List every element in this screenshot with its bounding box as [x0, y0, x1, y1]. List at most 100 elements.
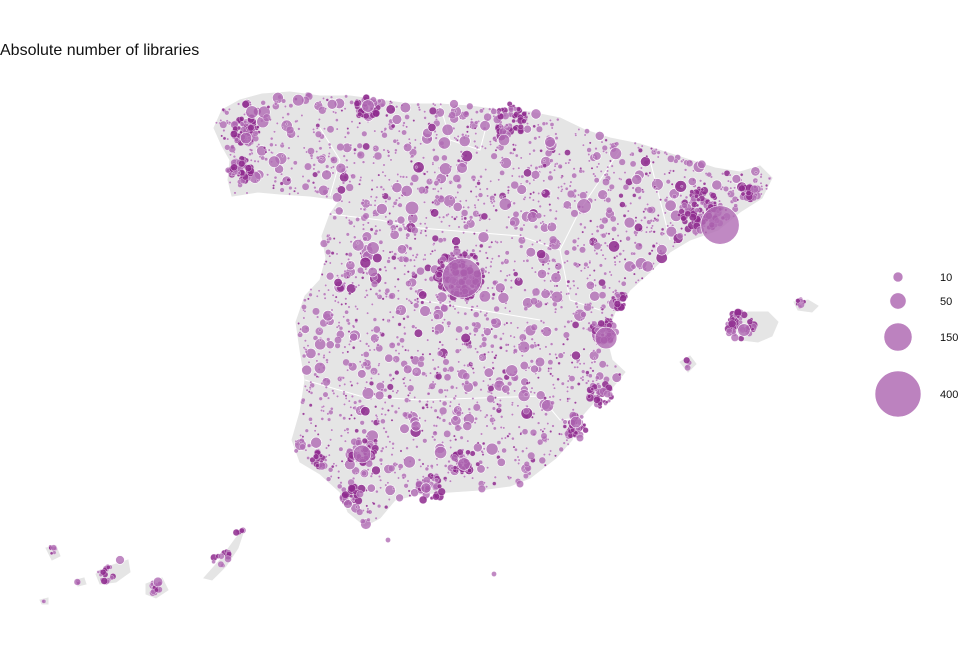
library-bubble	[472, 327, 479, 334]
library-bubble	[488, 377, 492, 381]
library-bubble	[653, 185, 657, 189]
library-bubble	[370, 188, 374, 191]
library-bubble	[531, 243, 534, 246]
library-bubble	[593, 278, 597, 282]
library-bubble	[684, 195, 689, 200]
library-bubble	[588, 273, 592, 277]
library-bubble	[423, 419, 427, 423]
library-bubble	[491, 296, 495, 301]
city-library-bubble	[334, 336, 342, 344]
library-bubble	[342, 315, 346, 319]
library-bubble	[429, 178, 433, 182]
library-bubble	[419, 142, 423, 146]
library-bubble	[581, 369, 586, 374]
library-bubble	[482, 379, 485, 383]
library-bubble	[402, 124, 405, 127]
library-bubble	[475, 195, 478, 198]
library-bubble	[711, 179, 723, 191]
library-bubble	[474, 244, 478, 247]
library-bubble	[353, 100, 361, 107]
library-bubble	[451, 236, 461, 246]
library-bubble	[356, 125, 360, 129]
library-bubble	[595, 375, 600, 380]
library-bubble	[599, 248, 603, 252]
library-bubble	[465, 301, 469, 305]
library-bubble	[348, 180, 352, 183]
library-bubble	[504, 258, 508, 262]
library-bubble	[327, 155, 331, 158]
library-bubble	[424, 403, 429, 407]
library-bubble	[315, 463, 320, 468]
library-bubble	[499, 337, 503, 341]
border-galicia	[319, 127, 341, 197]
library-bubble	[347, 305, 351, 309]
library-bubble	[452, 174, 461, 183]
library-bubble	[688, 213, 697, 222]
city-library-bubble	[516, 480, 524, 488]
library-bubble	[378, 457, 384, 463]
library-bubble	[564, 149, 571, 156]
library-bubble	[482, 441, 486, 446]
library-bubble	[335, 252, 339, 256]
library-bubble	[712, 201, 717, 205]
library-bubble	[434, 194, 440, 200]
library-bubble	[736, 198, 740, 202]
library-bubble	[544, 345, 548, 349]
library-bubble	[513, 458, 518, 462]
library-bubble	[547, 367, 551, 370]
library-bubble	[370, 303, 374, 306]
library-bubble	[663, 172, 667, 176]
library-bubble	[754, 180, 758, 183]
library-bubble	[326, 238, 330, 241]
library-bubble	[324, 107, 327, 111]
library-bubble	[525, 258, 530, 263]
library-bubble	[548, 244, 553, 248]
library-bubble	[401, 129, 407, 136]
library-bubble	[382, 163, 386, 167]
library-bubble	[461, 382, 465, 386]
library-bubble	[256, 179, 260, 183]
library-bubble	[349, 100, 354, 105]
library-bubble	[507, 381, 513, 387]
library-bubble	[663, 198, 668, 203]
library-bubble	[411, 226, 419, 235]
library-bubble	[279, 187, 285, 193]
library-bubble	[413, 146, 417, 150]
library-bubble	[648, 230, 652, 234]
library-bubble	[466, 134, 470, 138]
library-bubble	[512, 335, 516, 339]
library-bubble	[469, 218, 473, 222]
library-bubble	[555, 209, 558, 213]
library-bubble	[629, 160, 637, 168]
library-bubble	[292, 160, 298, 166]
library-bubble	[466, 125, 470, 129]
library-bubble	[571, 172, 577, 179]
library-bubble	[570, 361, 574, 364]
library-bubble	[511, 413, 514, 416]
library-bubble	[454, 394, 458, 398]
library-bubble	[477, 484, 486, 493]
library-bubble	[684, 364, 691, 371]
library-bubble	[418, 108, 422, 112]
library-bubble	[438, 281, 442, 286]
library-bubble	[241, 100, 250, 109]
library-bubble	[721, 172, 725, 176]
legend-label-10: 10	[940, 272, 952, 284]
library-bubble	[619, 201, 626, 208]
library-bubble	[416, 266, 425, 276]
city-library-bubble	[420, 482, 432, 494]
library-bubble	[464, 133, 468, 137]
library-bubble	[375, 489, 379, 494]
library-bubble	[396, 277, 400, 281]
library-bubble	[453, 307, 457, 311]
library-bubble	[554, 307, 558, 311]
library-bubble	[344, 302, 348, 306]
library-bubble	[330, 428, 334, 432]
library-bubble	[397, 352, 401, 355]
library-bubble	[325, 98, 329, 102]
library-bubble	[472, 403, 481, 412]
library-bubble	[683, 356, 691, 364]
library-bubble	[493, 475, 497, 479]
library-bubble	[476, 211, 479, 215]
library-bubble	[517, 340, 531, 354]
